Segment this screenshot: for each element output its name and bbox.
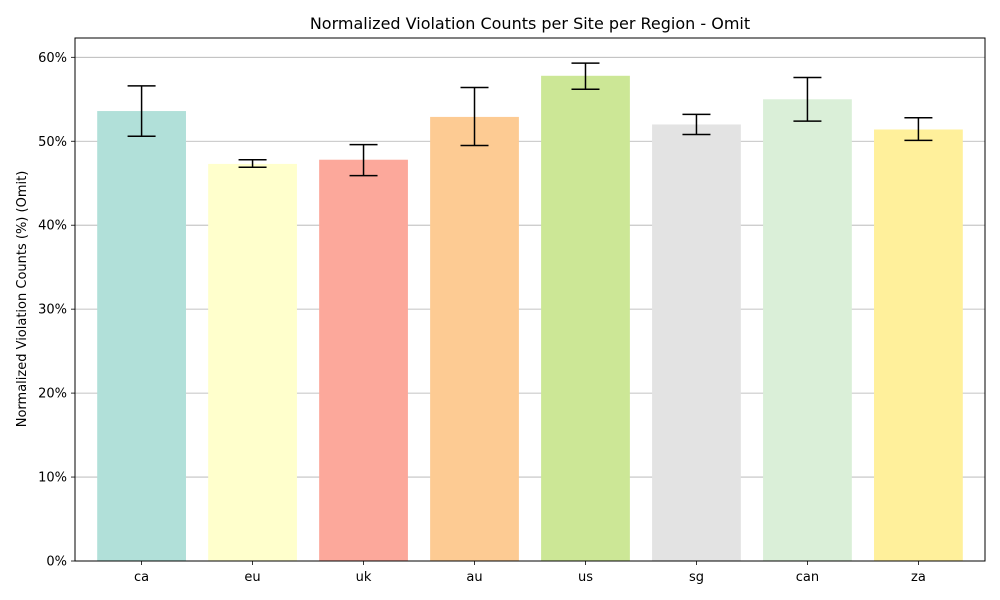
bars bbox=[97, 75, 963, 562]
y-tick-label: 30% bbox=[38, 303, 67, 318]
x-tick-label-uk: uk bbox=[356, 570, 372, 585]
x-tick-label-au: au bbox=[466, 570, 482, 585]
x-tick-label-us: us bbox=[578, 570, 593, 585]
y-tick-label: 0% bbox=[46, 555, 67, 570]
plot-frame bbox=[74, 37, 986, 562]
x-tick-label-eu: eu bbox=[244, 570, 260, 585]
bar-can bbox=[763, 99, 852, 561]
y-axis-label: Normalized Violation Counts (%) (Omit) bbox=[15, 171, 30, 428]
bar-au bbox=[430, 116, 519, 562]
y-tick-label: 50% bbox=[38, 135, 67, 150]
x-tick-label-ca: ca bbox=[134, 570, 149, 585]
bar-za bbox=[874, 129, 963, 561]
x-tick-label-za: za bbox=[911, 570, 926, 585]
bar-uk bbox=[319, 159, 408, 561]
y-tick-label: 20% bbox=[38, 387, 67, 402]
x-ticks: ca eu uk au us sg can za bbox=[134, 561, 926, 585]
axes bbox=[74, 37, 986, 562]
error-bars bbox=[127, 62, 933, 177]
y-tick-label: 60% bbox=[38, 51, 67, 66]
y-tick-label: 10% bbox=[38, 471, 67, 486]
bar-sg bbox=[652, 124, 741, 561]
bar-eu bbox=[208, 163, 297, 561]
bar-us bbox=[541, 75, 630, 561]
x-tick-label-can: can bbox=[796, 570, 819, 585]
y-ticks: 0% 10% 20% 30% 40% 50% 60% bbox=[38, 51, 75, 570]
chart-title: Normalized Violation Counts per Site per… bbox=[310, 14, 750, 33]
bar-ca bbox=[97, 111, 186, 562]
x-tick-label-sg: sg bbox=[689, 570, 704, 585]
y-tick-label: 40% bbox=[38, 219, 67, 234]
